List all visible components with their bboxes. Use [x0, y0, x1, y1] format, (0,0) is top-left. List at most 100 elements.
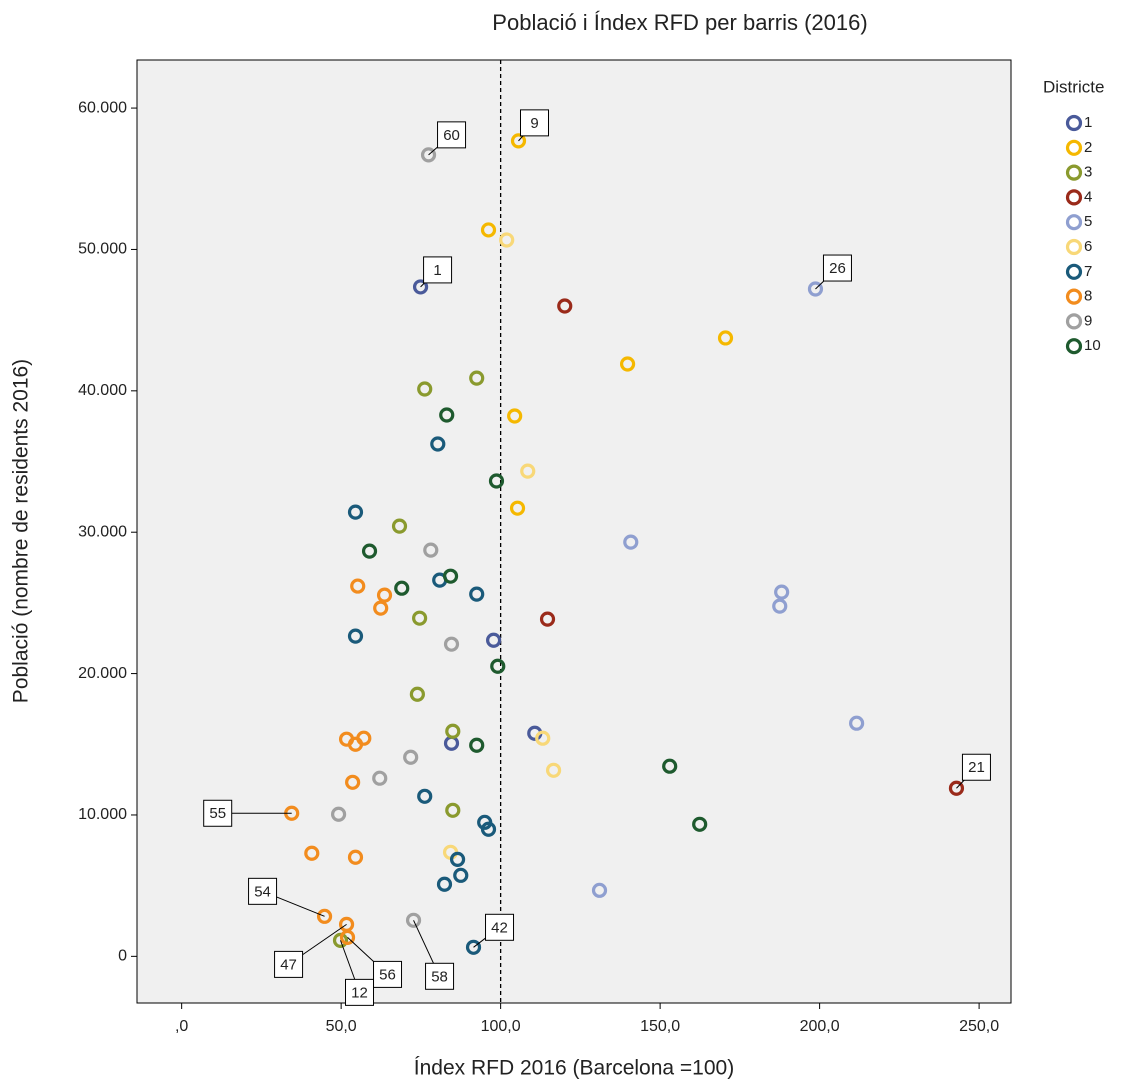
point [347, 736, 364, 752]
point-label: 56 [379, 966, 396, 983]
legend-label: 8 [1084, 288, 1092, 305]
y-tick-label: 50.000 [78, 241, 127, 258]
point [339, 929, 356, 946]
point [347, 849, 364, 865]
y-axis-label: Població (nombre de residents 2016) [10, 359, 33, 703]
point [330, 806, 347, 822]
point [948, 780, 965, 796]
x-tick-label: ,0 [175, 1018, 188, 1035]
point [420, 147, 437, 163]
point [361, 543, 378, 559]
point [304, 845, 320, 861]
legend-label: 1 [1084, 114, 1092, 131]
point-label: 21 [968, 759, 985, 776]
x-tick-label: 200,0 [800, 1018, 840, 1035]
point [520, 463, 536, 479]
label-box [248, 877, 278, 905]
legend-marker [1065, 114, 1083, 132]
point [373, 600, 389, 616]
point [412, 610, 428, 626]
legend-marker [1065, 214, 1083, 231]
point [417, 788, 433, 804]
point [623, 534, 639, 550]
point [545, 762, 562, 778]
label-box [373, 960, 403, 988]
point [849, 715, 865, 731]
y-tick-label: 0 [118, 948, 127, 965]
point-label: 60 [443, 127, 460, 144]
chart-title: Població i Índex RFD per barris (2016) [492, 10, 867, 35]
point [488, 473, 505, 489]
y-tick-label: 40.000 [78, 382, 127, 399]
point [316, 908, 333, 924]
point [469, 370, 485, 386]
point [717, 330, 734, 346]
label-box [203, 799, 233, 827]
label-box [519, 109, 549, 137]
point [499, 232, 515, 248]
point [412, 279, 429, 295]
point [372, 770, 388, 786]
point [662, 758, 678, 774]
label-box [425, 962, 455, 990]
x-tick-label: 150,0 [640, 1018, 680, 1035]
point [350, 578, 366, 594]
point [347, 628, 364, 644]
legend-marker [1065, 288, 1083, 305]
legend-label: 9 [1084, 312, 1092, 329]
point [376, 587, 393, 603]
point-label: 1 [433, 262, 441, 279]
point-label: 42 [491, 919, 508, 936]
x-tick-label: 50,0 [326, 1018, 357, 1035]
point-label: 55 [209, 805, 226, 822]
point [436, 876, 453, 892]
legend-label: 6 [1084, 238, 1092, 255]
label-box [961, 753, 991, 781]
point [332, 932, 349, 948]
point-label: 26 [829, 260, 846, 277]
point [490, 658, 506, 674]
legend-label: 4 [1084, 188, 1092, 205]
point [449, 851, 466, 867]
legend-marker [1065, 238, 1083, 256]
x-tick-label: 100,0 [481, 1018, 521, 1035]
legend-label: 10 [1084, 337, 1101, 354]
point-label: 54 [254, 883, 271, 900]
legend-marker [1065, 338, 1083, 355]
point-label: 47 [280, 956, 297, 973]
label-box [822, 254, 852, 282]
point [539, 611, 556, 627]
legend-label: 3 [1084, 164, 1092, 181]
point [405, 912, 422, 928]
point [453, 867, 469, 883]
point [430, 436, 446, 452]
point [442, 568, 459, 584]
point [445, 723, 461, 739]
point [591, 882, 608, 898]
x-tick-label: 250,0 [959, 1018, 999, 1035]
x-axis-label: Índex RFD 2016 (Barcelona =100) [414, 1057, 734, 1080]
point-label: 12 [351, 984, 368, 1001]
legend-marker [1065, 189, 1083, 206]
plot-area [136, 59, 1012, 1004]
point [772, 598, 788, 614]
label-box [274, 950, 304, 978]
legend-label: 7 [1084, 263, 1092, 280]
point-label: 9 [530, 115, 538, 132]
point [480, 821, 497, 837]
point [807, 281, 824, 297]
legend-label: 5 [1084, 213, 1092, 230]
point [557, 298, 573, 314]
point [469, 737, 485, 753]
point [692, 816, 708, 832]
point [439, 407, 455, 423]
point [480, 222, 497, 238]
legend-marker [1065, 164, 1083, 181]
y-tick-label: 60.000 [78, 99, 127, 116]
y-tick-label: 30.000 [78, 523, 127, 540]
label-box [345, 978, 375, 1006]
point [535, 730, 551, 746]
point [417, 381, 433, 397]
point [774, 584, 790, 600]
